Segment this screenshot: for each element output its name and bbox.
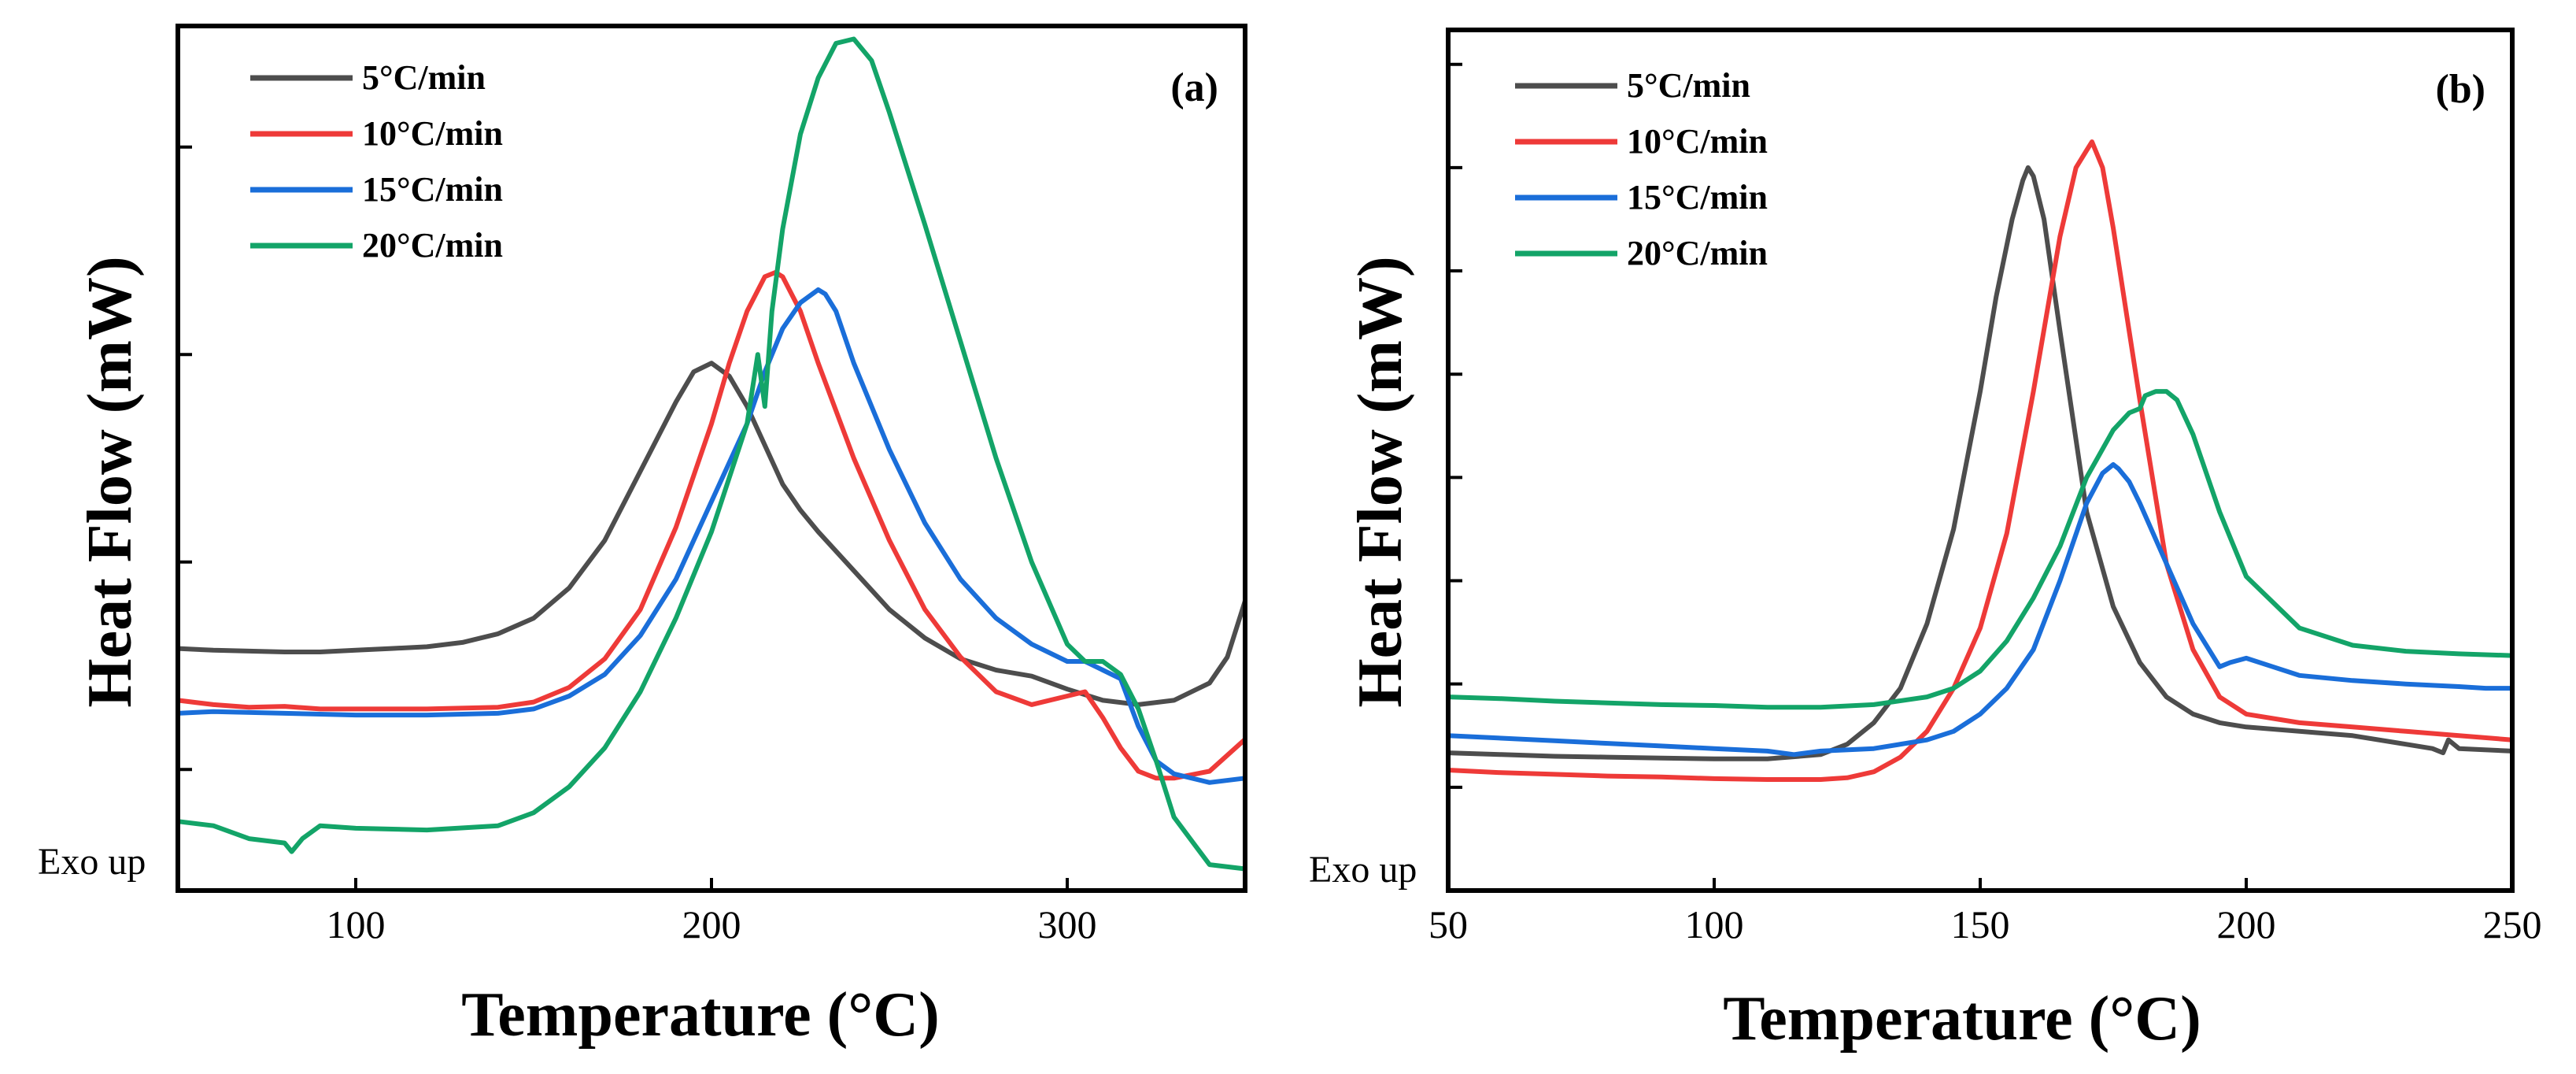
x-axis-title-b: Temperature (°C): [1723, 984, 2201, 1054]
series-line-b-5: [1446, 165, 2515, 761]
legend-label-a-20: 20°C/min: [362, 226, 503, 265]
legend-label-a-10: 10°C/min: [362, 114, 503, 153]
x-tick-label-b-50: 50: [1428, 902, 1468, 946]
legend-label-b-5: 5°C/min: [1627, 66, 1750, 105]
x-tick-label-a-100: 100: [327, 902, 386, 946]
legend-label-a-15: 15°C/min: [362, 170, 503, 209]
legend-label-b-10: 10°C/min: [1627, 122, 1768, 161]
plot-frame-a: [176, 24, 1247, 893]
exo-up-label-b: Exo up: [1309, 849, 1417, 891]
plot-frame-b: [1446, 28, 2515, 893]
panel-label-a: (a): [1170, 65, 1218, 110]
series-line-a-5: [176, 361, 1247, 707]
x-tick-label-b-200: 200: [2217, 902, 2276, 946]
x-tick-label-b-250: 250: [2483, 902, 2542, 946]
legend-b: 5°C/min 10°C/min 15°C/min 20°C/min: [1515, 66, 1768, 272]
x-tick-label-b-100: 100: [1685, 902, 1744, 946]
y-axis-title-b: Heat Flow (mW): [1346, 256, 1415, 707]
plot-area-b: 50 100 150 200 250: [1428, 62, 2542, 946]
series-line-b-15: [1446, 462, 2515, 757]
panel-label-b: (b): [2435, 67, 2485, 112]
series-line-b-10: [1446, 139, 2515, 782]
series-line-a-15: [176, 287, 1247, 785]
x-axis-title-a: Temperature (°C): [461, 980, 939, 1050]
series-line-b-20: [1446, 389, 2515, 710]
series-line-a-20: [176, 36, 1247, 872]
exo-up-label-a: Exo up: [38, 841, 146, 883]
legend-label-b-15: 15°C/min: [1627, 178, 1768, 217]
x-tick-label-a-300: 300: [1038, 902, 1097, 946]
x-tick-label-a-200: 200: [682, 902, 741, 946]
x-tick-label-b-150: 150: [1951, 902, 2010, 946]
plot-area-a: 100 200 300: [176, 36, 1247, 946]
legend-a: 5°C/min 10°C/min 15°C/min 20°C/min: [250, 58, 503, 265]
legend-label-b-20: 20°C/min: [1627, 234, 1768, 272]
panel-b: Exo up Heat Flow (mW) Temperature (°C) (…: [1309, 28, 2542, 1054]
panel-a: Exo up Heat Flow (mW) Temperature (°C) (…: [38, 24, 1247, 1050]
y-axis-title-a: Heat Flow (mW): [76, 256, 145, 707]
legend-label-a-5: 5°C/min: [362, 58, 486, 97]
